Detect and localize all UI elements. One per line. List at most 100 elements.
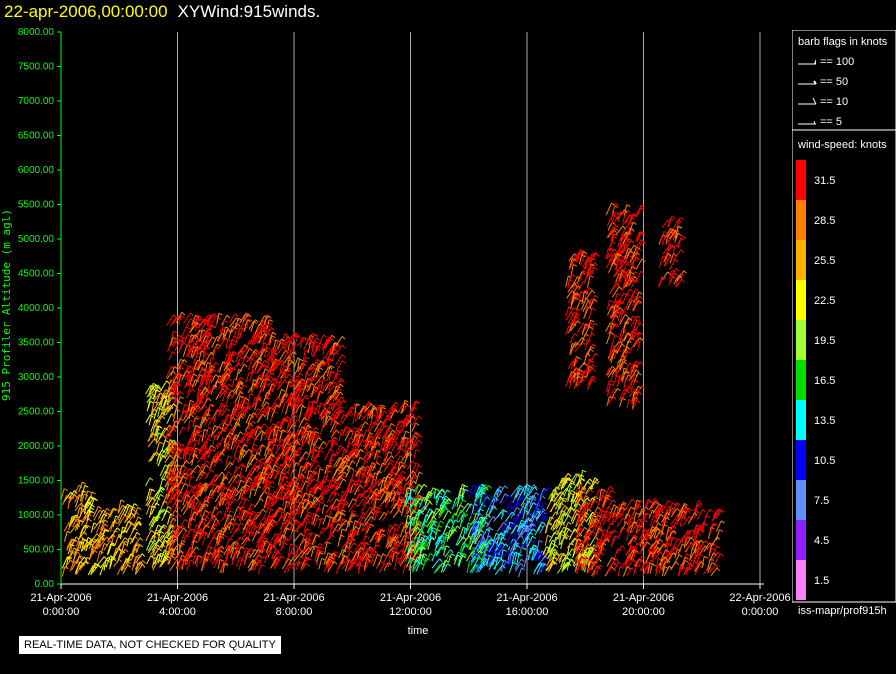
wind-barb (313, 517, 318, 527)
wind-barb (262, 426, 269, 437)
wind-barb-flag (164, 427, 169, 431)
wind-barb-flag (307, 543, 312, 548)
wind-barb (166, 524, 171, 534)
wind-barb-flag (353, 542, 357, 546)
wind-barb-flag (210, 314, 215, 318)
wind-barb (213, 452, 223, 464)
wind-barb-flag (186, 460, 190, 465)
wind-barb-flag (186, 344, 191, 348)
wind-barb-flag (218, 500, 223, 504)
wind-barb (182, 504, 189, 515)
wind-barb (223, 362, 229, 372)
wind-barb (256, 539, 262, 550)
wind-barb-flag (84, 556, 88, 561)
wind-barb (252, 511, 259, 522)
wind-barb-flag (339, 383, 344, 388)
wind-barb-flag (162, 434, 166, 438)
wind-barb-flag (122, 526, 127, 530)
wind-barb-flag (312, 400, 317, 403)
wind-barb-flag (130, 553, 135, 557)
wind-barb (156, 525, 164, 535)
wind-barb-flag (87, 518, 92, 522)
wind-barb (102, 512, 108, 522)
wind-barb-flag (183, 527, 187, 532)
wind-barb (263, 347, 268, 358)
wind-barb (204, 351, 212, 364)
wind-barb-flag (169, 474, 174, 477)
wind-barb (192, 440, 197, 453)
wind-barb (306, 470, 310, 480)
wind-barb-flag (177, 448, 182, 452)
wind-barb-flag (260, 522, 265, 526)
wind-barb-flag (217, 547, 222, 552)
wind-barb (193, 337, 199, 348)
wind-barb (237, 479, 242, 490)
wind-barb (252, 558, 257, 570)
wind-barb (252, 559, 260, 572)
wind-barb (292, 462, 297, 473)
wind-barb (240, 444, 245, 456)
wind-barb (335, 336, 343, 346)
wind-barb (223, 353, 228, 364)
wind-barb (186, 438, 191, 449)
wind-barb-flag (236, 423, 241, 427)
wind-barb (206, 336, 213, 347)
wind-barb-flag (149, 505, 154, 509)
wind-barb-flag (78, 484, 83, 489)
wind-barb (89, 498, 95, 511)
wind-barb (331, 485, 338, 495)
wind-barb-flag (228, 492, 232, 496)
wind-barb (174, 391, 178, 403)
wind-barb (167, 513, 172, 525)
wind-barb-flag (399, 455, 404, 459)
wind-barb-flag (180, 396, 184, 400)
wind-barb (172, 513, 179, 525)
wind-barb (218, 405, 223, 417)
wind-barb (182, 448, 186, 460)
wind-barb (227, 541, 235, 551)
wind-barb-flag (160, 552, 165, 556)
wind-barb-flag (261, 444, 266, 448)
wind-barb-flag (254, 456, 258, 461)
wind-barb-flag (207, 438, 212, 442)
wind-barb-flag (197, 464, 201, 469)
wind-barb-flag (209, 496, 214, 500)
wind-barb-flag (445, 495, 450, 499)
wind-barb-flag (297, 561, 301, 565)
wind-barb (254, 525, 263, 536)
wind-barb (194, 318, 200, 331)
wind-barb (133, 516, 139, 527)
wind-barb (187, 400, 191, 412)
wind-barb-flag (234, 498, 238, 503)
wind-barb (192, 500, 199, 510)
wind-barb (100, 519, 106, 531)
wind-barb-flag (245, 547, 250, 551)
wind-barb-flag (80, 519, 85, 523)
wind-barb-flag (269, 473, 274, 477)
wind-barb (263, 429, 272, 440)
wind-barb (243, 319, 248, 332)
wind-barb (198, 416, 204, 429)
wind-barb-flag (174, 464, 179, 468)
wind-barb-flag (150, 384, 154, 389)
wind-barb (239, 406, 248, 417)
wind-barb-flag (184, 482, 189, 487)
wind-barb (232, 403, 238, 415)
wind-barb-flag (90, 510, 95, 514)
wind-barb-flag (334, 551, 338, 554)
wind-barb-flag (287, 341, 292, 344)
wind-barb (236, 475, 244, 484)
wind-barb-flag (263, 516, 267, 521)
wind-barb (165, 426, 171, 439)
wind-barb-flag (210, 546, 215, 550)
wind-barb-flag (193, 540, 198, 543)
wind-barb-flag (218, 312, 223, 316)
wind-barb (290, 511, 297, 522)
wind-barb (260, 365, 268, 378)
wind-barb (150, 419, 156, 432)
wind-barb (192, 359, 199, 372)
wind-barb-flag (271, 458, 276, 462)
wind-barb (242, 511, 251, 522)
wind-barb (286, 419, 291, 432)
wind-barb (227, 343, 234, 354)
